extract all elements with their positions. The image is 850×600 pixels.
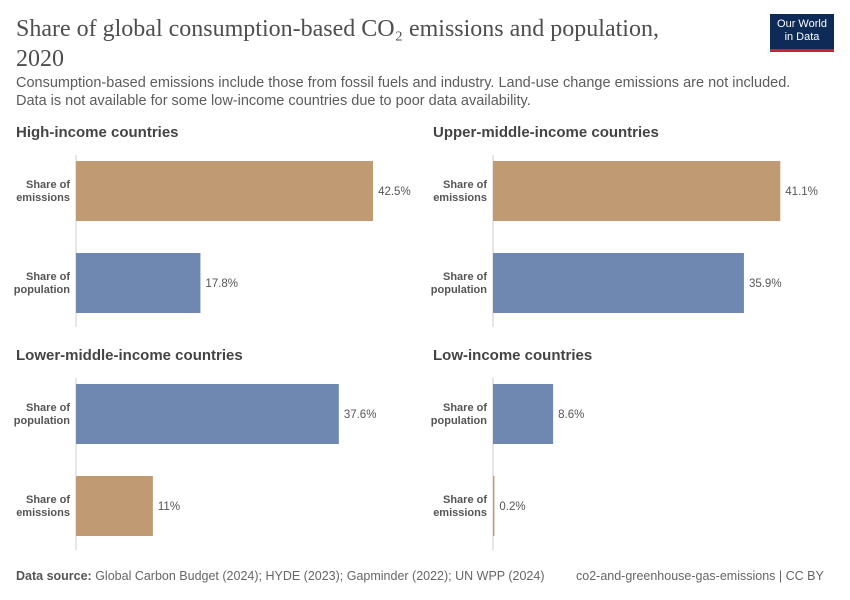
- chart-subtitle: Consumption-based emissions include thos…: [16, 75, 791, 109]
- category-label: Share of emissions: [433, 494, 487, 519]
- bar[interactable]: [493, 253, 744, 313]
- value-label: 11%: [158, 501, 180, 513]
- panel-title: Low-income countries: [433, 347, 592, 364]
- value-label: 37.6%: [344, 409, 377, 421]
- value-label: 17.8%: [205, 278, 238, 290]
- chart-title: Share of global consumption-based CO₂ em…: [16, 16, 659, 72]
- bar[interactable]: [76, 161, 374, 221]
- value-label: 41.1%: [785, 186, 818, 198]
- category-label: Share of population: [14, 271, 71, 296]
- category-label: Share of population: [431, 271, 488, 296]
- category-label: Share of emissions: [16, 494, 70, 519]
- bar[interactable]: [76, 253, 201, 313]
- bar[interactable]: [493, 476, 495, 536]
- data-source: Data source: Global Carbon Budget (2024)…: [16, 569, 545, 583]
- bar[interactable]: [493, 161, 781, 221]
- chart-slug[interactable]: co2-and-greenhouse-gas-emissions | CC BY: [576, 569, 824, 583]
- value-label: 35.9%: [749, 278, 782, 290]
- category-label: Share of emissions: [16, 179, 70, 204]
- panel-title: Lower-middle-income countries: [16, 347, 243, 364]
- value-label: 0.2%: [499, 501, 525, 513]
- value-label: 42.5%: [378, 186, 411, 198]
- bar[interactable]: [76, 476, 153, 536]
- bar[interactable]: [493, 384, 554, 444]
- category-label: Share of emissions: [433, 179, 487, 204]
- source-text[interactable]: Global Carbon Budget (2024); HYDE (2023)…: [91, 569, 545, 583]
- category-label: Share of population: [431, 402, 488, 427]
- source-label: Data source:: [16, 569, 92, 583]
- owid-logo[interactable]: Our World in Data: [770, 14, 834, 52]
- panel-title: High-income countries: [16, 124, 179, 141]
- panel-title: Upper-middle-income countries: [433, 124, 659, 141]
- bar[interactable]: [76, 384, 339, 444]
- category-label: Share of population: [14, 402, 71, 427]
- value-label: 8.6%: [558, 409, 584, 421]
